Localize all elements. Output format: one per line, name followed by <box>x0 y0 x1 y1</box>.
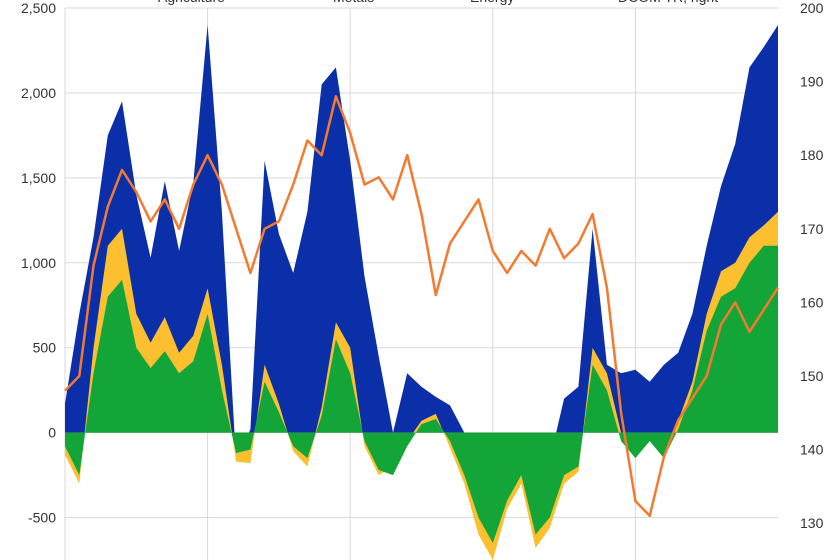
agriculture-area <box>65 245 778 544</box>
grid-lines <box>64 7 778 560</box>
left-tick-label: 1,000 <box>21 255 56 271</box>
right-tick-label: 160 <box>800 294 824 310</box>
left-tick-label: 500 <box>33 340 57 356</box>
stacked-areas <box>65 25 778 560</box>
legend-entry: Metals <box>333 0 374 5</box>
legend: Agriculture Metals Energy DCOM TR, right <box>158 0 718 5</box>
legend-entry: Agriculture <box>158 0 225 5</box>
left-tick-label: -500 <box>28 510 56 526</box>
right-tick-label: 200 <box>800 0 824 16</box>
left-y-axis: 2,500 2,000 1,500 1,000 500 0 -500 <box>21 0 56 526</box>
right-tick-label: 180 <box>800 147 824 163</box>
legend-entry: DCOM TR, right <box>618 0 718 5</box>
right-tick-label: 170 <box>800 221 824 237</box>
right-tick-label: 140 <box>800 442 824 458</box>
right-tick-label: 190 <box>800 74 824 90</box>
left-tick-label: 2,500 <box>21 0 56 16</box>
right-y-axis: 200 190 180 170 160 150 140 130 <box>800 0 824 531</box>
right-tick-label: 150 <box>800 368 824 384</box>
left-tick-label: 2,000 <box>21 85 56 101</box>
legend-entry: Energy <box>470 0 514 5</box>
left-tick-label: 0 <box>48 425 56 441</box>
right-tick-label: 130 <box>800 515 824 531</box>
left-tick-label: 1,500 <box>21 170 56 186</box>
dcom-tr-line <box>64 95 780 518</box>
